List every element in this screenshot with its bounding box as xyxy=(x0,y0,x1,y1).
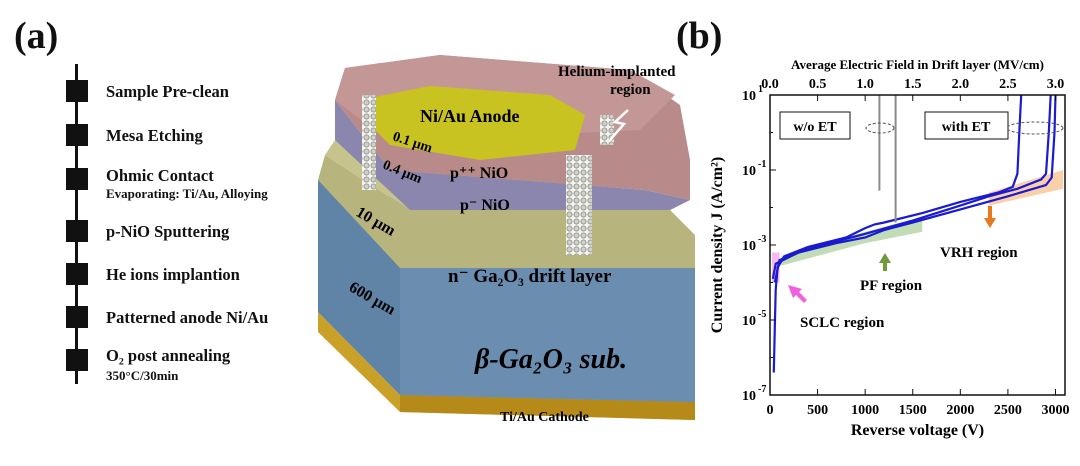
label-drift: n⁻ Ga₂O₃ drift layer xyxy=(448,266,612,287)
sclc-region-label: SCLC region xyxy=(800,315,885,331)
y-tick-exponent: -5 xyxy=(758,309,766,320)
x2-tick-label: 2.0 xyxy=(952,77,970,92)
helium-bolt-icon xyxy=(609,109,629,141)
x-axis-label: Reverse voltage (V) xyxy=(851,422,984,439)
jv-chart: 0 500 1000 1500 2000 2500 3000 0.0 0.5 1.0 1.5 2.0 2… xyxy=(709,57,1069,439)
implant-column-back xyxy=(600,115,614,145)
y-tick-label: 10 xyxy=(742,164,756,179)
y-tick-label: 10 xyxy=(742,239,756,254)
step-marker xyxy=(66,168,88,190)
step-sublabel: 350°C/30min xyxy=(106,368,179,383)
vrh-region-label: VRH region xyxy=(940,245,1018,261)
pf-arrow-icon xyxy=(879,253,891,271)
step-label: He ions implantion xyxy=(106,265,240,284)
x2-axis-label: Average Electric Field in Drift layer (M… xyxy=(791,57,1044,72)
x-tick-label: 1000 xyxy=(851,403,879,418)
panel-label-b: (b) xyxy=(676,15,723,57)
step-label: O₂ post annealing xyxy=(106,346,231,365)
step-marker xyxy=(66,80,88,102)
x2-tick-label: 3.0 xyxy=(1047,77,1065,92)
sclc-arrow-icon xyxy=(788,285,807,303)
y-tick-exponent: -3 xyxy=(758,234,766,245)
substrate-front xyxy=(400,268,695,402)
y-tick-label: 10 xyxy=(742,89,756,104)
pf-region-label: PF region xyxy=(860,278,923,294)
with-et-box xyxy=(924,111,1009,140)
wo-et-ellipse xyxy=(865,122,895,134)
step-marker xyxy=(66,306,88,328)
x2-tick-label: 0.5 xyxy=(809,77,827,92)
wo-et-label: w/o ET xyxy=(793,120,837,135)
step-label: Mesa Etching xyxy=(106,126,203,145)
label-anode: Ni/Au Anode xyxy=(420,106,520,126)
step-label: p-NiO Sputtering xyxy=(106,222,230,241)
with-et-label: with ET xyxy=(942,120,991,135)
device-schematic: Ni/Au Anode Helium-implanted region 0.1 … xyxy=(318,55,695,425)
x-tick-label: 2000 xyxy=(946,403,974,418)
step-marker xyxy=(66,220,88,242)
step-marker xyxy=(66,263,88,285)
anode-contact xyxy=(365,86,585,160)
y-axis-label: Current density J (A/cm²) xyxy=(709,157,726,333)
x-tick-label: 0 xyxy=(767,403,774,418)
x-tick-label: 3000 xyxy=(1041,403,1069,418)
step-label: Ohmic Contact xyxy=(106,166,214,185)
step-marker xyxy=(66,349,88,371)
x2-tick-label: 2.5 xyxy=(999,77,1017,92)
x2-tick-label: 0.0 xyxy=(761,77,779,92)
label-helium: Helium-implanted xyxy=(558,64,676,80)
wo-et-box xyxy=(779,111,851,140)
y-tick-exponent: -1 xyxy=(758,159,766,170)
drift-layer xyxy=(318,155,695,268)
step-sublabel: Evaporating: Ti/Au, Alloying xyxy=(106,186,268,201)
label-cathode: Ti/Au Cathode xyxy=(500,410,589,425)
x2-tick-label: 1.0 xyxy=(856,77,874,92)
label-helium-2: region xyxy=(610,82,651,98)
vrh-arrow-icon xyxy=(984,206,996,228)
implant-column-left xyxy=(362,95,376,190)
x-tick-label: 1500 xyxy=(899,403,927,418)
p-nio-layer xyxy=(335,100,690,210)
label-ppnio: p⁺⁺ NiO xyxy=(450,165,508,182)
step-label: Sample Pre-clean xyxy=(106,82,229,101)
series-line-2 xyxy=(771,94,1057,280)
y-tick-exponent: 1 xyxy=(758,84,763,95)
with-et-ellipse xyxy=(1006,121,1064,135)
x2-tick-label: 1.5 xyxy=(904,77,922,92)
cathode-front xyxy=(400,395,695,420)
x-tick-label: 500 xyxy=(807,403,828,418)
step-label: Patterned anode Ni/Au xyxy=(106,308,269,327)
implant-column-right xyxy=(566,155,592,255)
panel-label-a: (a) xyxy=(14,15,59,57)
step-marker xyxy=(66,124,88,146)
label-substrate: β-Ga₂O₃ sub. xyxy=(474,344,627,375)
y-tick-exponent: -7 xyxy=(758,384,766,395)
x-tick-label: 2500 xyxy=(994,403,1022,418)
y-tick-label: 10 xyxy=(742,314,756,329)
y-tick-label: 10 xyxy=(742,389,756,404)
label-pnio: p⁻ NiO xyxy=(460,197,510,214)
